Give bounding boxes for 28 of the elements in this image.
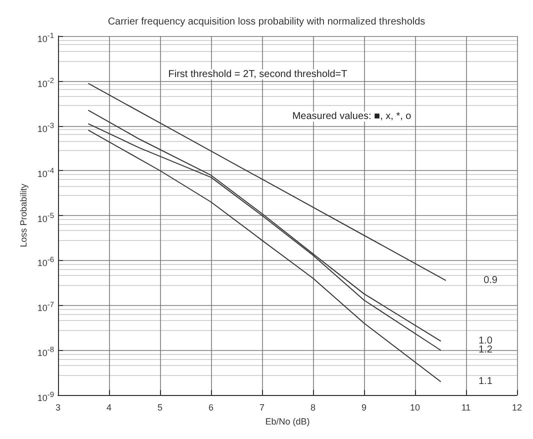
- text: 1.0: [478, 335, 493, 346]
- text: 0.9: [484, 274, 498, 286]
- y-tick-label: 10$^{-8}$: [37, 344, 54, 360]
- x-tick-label: 10: [410, 402, 420, 412]
- x-tick-label: 8: [310, 402, 316, 412]
- y-tick-label: 10$^{-4}$: [37, 164, 54, 181]
- text: 1.1: [478, 376, 493, 387]
- x-tick-label: 12: [512, 402, 522, 412]
- x-axis-title: Eb/No (dB): [265, 416, 310, 426]
- chart-title: Carrier frequency acquisition loss probability with normalized thresholds: [108, 16, 426, 28]
- annotation: First threshold = 2T, second threshold=T: [168, 68, 348, 80]
- x-tick-label: 5: [157, 402, 163, 412]
- annotation: Measured values: ■, x, *, o: [292, 111, 412, 122]
- x-tick-label: 9: [361, 402, 367, 412]
- y-tick-label: 10$^{-9}$: [37, 389, 54, 405]
- text: 1.2: [478, 344, 493, 356]
- y-tick-label: 10$^{-1}$: [37, 30, 54, 46]
- y-tick-label: 10$^{-5}$: [37, 210, 54, 226]
- x-tick-label: 7: [259, 402, 265, 412]
- x-tick-label: 3: [55, 402, 61, 412]
- y-tick-label: 10$^{-7}$: [37, 299, 54, 316]
- y-tick-label: 10$^{-3}$: [37, 120, 54, 136]
- y-axis-title: Loss Probability: [18, 183, 28, 248]
- y-tick-label: 10$^{-6}$: [37, 254, 54, 270]
- y-tick-label: 10$^{-2}$: [37, 74, 54, 91]
- x-tick-label: 6: [208, 402, 214, 412]
- x-tick-label: 4: [106, 402, 112, 412]
- x-tick-label: 11: [461, 402, 471, 412]
